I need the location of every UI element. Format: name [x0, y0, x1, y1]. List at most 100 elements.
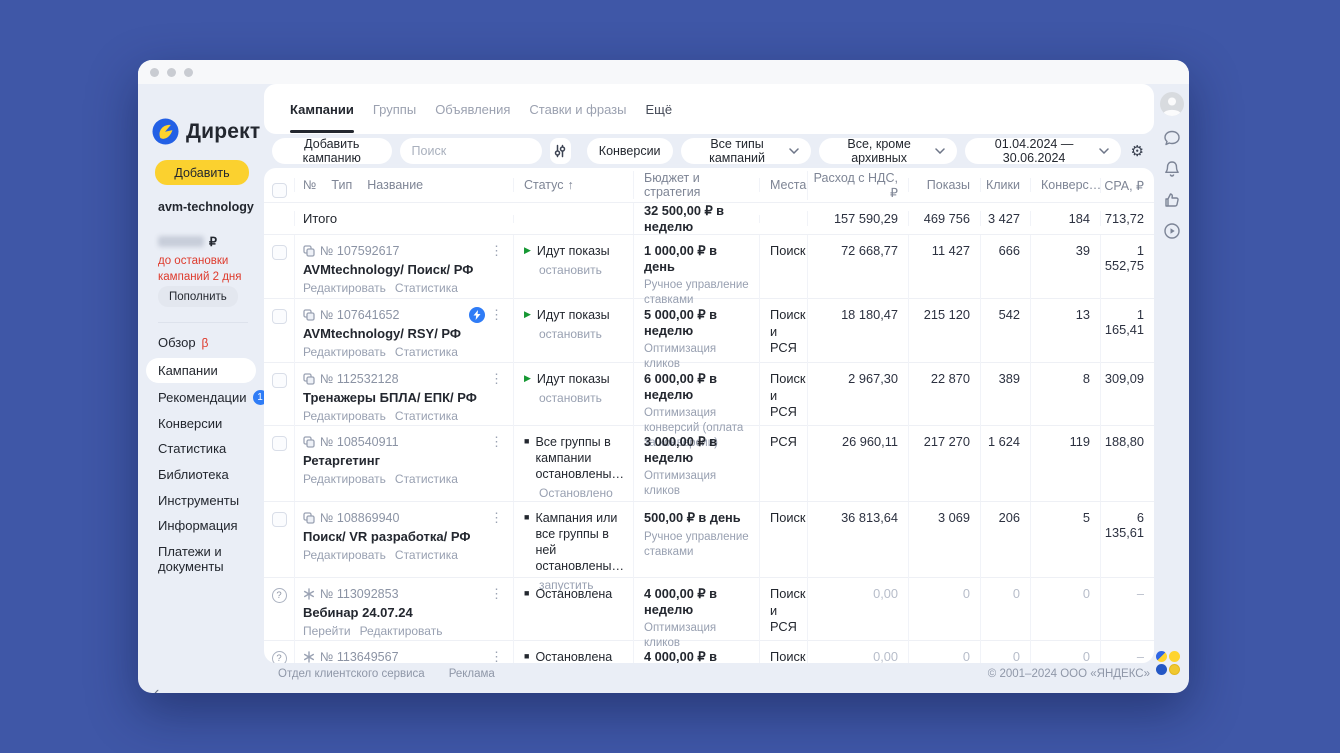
- column-num[interactable]: №: [303, 178, 317, 192]
- budget-amount: 5 000,00 ₽ в неделю: [644, 307, 717, 338]
- status-text: Идут показы: [536, 372, 610, 386]
- column-cost[interactable]: Расход с НДС, ₽: [807, 170, 908, 200]
- minimize-window-icon[interactable]: [167, 68, 176, 77]
- search-input[interactable]: [399, 138, 542, 164]
- row-checkbox[interactable]: [271, 245, 287, 260]
- add-button[interactable]: Добавить: [155, 160, 249, 185]
- chat-icon[interactable]: [1163, 129, 1181, 147]
- add-campaign-button[interactable]: Добавить кампанию: [272, 137, 392, 165]
- sidebar-item-overview[interactable]: Обзор β: [138, 330, 264, 356]
- balance-warning: до остановки кампаний 2 дня: [158, 255, 242, 283]
- topup-button[interactable]: Пополнить: [158, 286, 238, 307]
- campaign-name[interactable]: Ретаргетинг: [303, 453, 381, 468]
- sidebar-item-conversions[interactable]: Конверсии: [138, 411, 264, 437]
- sidebar-item-statistics[interactable]: Статистика: [138, 436, 264, 462]
- avatar[interactable]: [1159, 92, 1184, 116]
- recommendation-lightning-icon[interactable]: [469, 307, 485, 323]
- campaign-name[interactable]: Тренажеры БПЛА/ ЕПК/ РФ: [303, 390, 477, 405]
- help-question-icon[interactable]: ?: [271, 588, 287, 603]
- stop-campaign-link[interactable]: остановить: [539, 391, 602, 405]
- kebab-menu-icon[interactable]: ⋮: [490, 307, 503, 322]
- sidebar-item-tools[interactable]: Инструменты: [138, 488, 264, 514]
- kebab-menu-icon[interactable]: ⋮: [490, 649, 503, 663]
- chevron-down-icon: [934, 148, 945, 154]
- brand-logo[interactable]: Директ: [152, 118, 260, 145]
- video-play-icon[interactable]: [1163, 222, 1181, 240]
- row-checkbox[interactable]: [271, 512, 287, 527]
- column-status[interactable]: Статус: [524, 178, 564, 192]
- widget-circle-icon: [1169, 664, 1180, 675]
- row-checkbox[interactable]: [271, 373, 287, 388]
- column-name[interactable]: Название: [367, 178, 424, 192]
- kebab-menu-icon[interactable]: ⋮: [490, 371, 503, 386]
- tab-groups[interactable]: Группы: [372, 101, 417, 117]
- status-text: Идут показы: [536, 244, 610, 258]
- sidebar-item-information[interactable]: Информация: [138, 513, 264, 539]
- sidebar-item-library[interactable]: Библиотека: [138, 462, 264, 488]
- stop-campaign-link[interactable]: остановить: [539, 263, 602, 277]
- column-type[interactable]: Тип: [331, 178, 353, 192]
- date-range-picker[interactable]: 01.04.2024 — 30.06.2024: [964, 137, 1121, 165]
- statistics-link[interactable]: Статистика: [394, 409, 458, 423]
- table-settings-gear-icon[interactable]: ⚙: [1130, 143, 1144, 160]
- sidebar-item-recommendations[interactable]: Рекомендации 1: [138, 385, 268, 411]
- column-cpa[interactable]: CPA, ₽: [1100, 177, 1154, 193]
- column-budget[interactable]: Бюджет и стратегия: [633, 171, 759, 199]
- campaign-type-filter[interactable]: Все типы кампаний: [680, 137, 811, 165]
- sidebar-divider: [158, 322, 248, 323]
- edit-link[interactable]: Редактировать: [303, 281, 386, 295]
- column-conversions[interactable]: Конверс…: [1030, 178, 1101, 192]
- client-service-link[interactable]: Отдел клиентского сервиса: [278, 668, 425, 680]
- kebab-menu-icon[interactable]: ⋮: [490, 586, 503, 601]
- stop-campaign-link[interactable]: остановить: [539, 327, 602, 341]
- close-window-icon[interactable]: [150, 68, 159, 77]
- help-question-icon[interactable]: ?: [271, 651, 287, 663]
- kebab-menu-icon[interactable]: ⋮: [490, 243, 503, 258]
- sidebar-item-campaigns[interactable]: Кампании: [146, 357, 256, 384]
- collapse-sidebar-icon[interactable]: ‹: [154, 684, 160, 693]
- campaigns-table: № Тип Название Статус ↑ Бюджет и стратег…: [264, 168, 1154, 663]
- column-shows[interactable]: Показы: [908, 178, 980, 192]
- sidebar-item-payments[interactable]: Платежи и документы: [138, 539, 264, 580]
- select-all-checkbox[interactable]: [271, 182, 287, 198]
- kebab-menu-icon[interactable]: ⋮: [490, 434, 503, 449]
- column-clicks[interactable]: Клики: [980, 178, 1030, 192]
- go-to-link[interactable]: Перейти: [303, 624, 351, 638]
- edit-link[interactable]: Редактировать: [303, 409, 386, 423]
- conversions-filter-button[interactable]: Конверсии: [586, 138, 673, 164]
- notifications-bell-icon[interactable]: [1163, 160, 1181, 178]
- table-row: № 107592617 ⋮ AVMtechnology/ Поиск/ РФ Р…: [264, 234, 1154, 308]
- tab-bids-phrases[interactable]: Ставки и фразы: [529, 101, 627, 117]
- campaign-id: № 108869940: [320, 511, 400, 525]
- statistics-link[interactable]: Статистика: [394, 345, 458, 359]
- campaign-status-filter[interactable]: Все, кроме архивных: [818, 137, 957, 165]
- campaign-name[interactable]: Поиск/ VR разработка/ РФ: [303, 529, 471, 544]
- row-checkbox[interactable]: [271, 436, 287, 451]
- column-places[interactable]: Места: [759, 178, 807, 192]
- statistics-link[interactable]: Статистика: [394, 548, 458, 562]
- budget-amount: 4 000,00 ₽ в неделю: [644, 649, 717, 663]
- edit-link[interactable]: Редактировать: [359, 624, 443, 638]
- statistics-link[interactable]: Статистика: [394, 472, 458, 486]
- campaign-name[interactable]: AVMtechnology/ Поиск/ РФ: [303, 262, 474, 277]
- advertising-link[interactable]: Реклама: [448, 668, 495, 680]
- widget-circle-icon: [1156, 664, 1167, 675]
- campaign-name[interactable]: Вебинар 24.07.24: [303, 605, 413, 620]
- edit-link[interactable]: Редактировать: [303, 472, 386, 486]
- tab-ads[interactable]: Объявления: [435, 101, 511, 117]
- thumbs-up-icon[interactable]: [1163, 191, 1181, 209]
- tab-more[interactable]: Ещё: [645, 101, 673, 117]
- filters-button[interactable]: [549, 138, 571, 164]
- maximize-window-icon[interactable]: [184, 68, 193, 77]
- edit-link[interactable]: Редактировать: [303, 345, 386, 359]
- tab-campaigns[interactable]: Кампании: [290, 101, 354, 133]
- conversions-cell: 8: [1030, 363, 1100, 451]
- start-campaign-link[interactable]: запустить: [539, 578, 594, 592]
- kebab-menu-icon[interactable]: ⋮: [490, 510, 503, 525]
- sort-ascending-icon[interactable]: ↑: [567, 178, 574, 192]
- edit-link[interactable]: Редактировать: [303, 548, 386, 562]
- statistics-link[interactable]: Статистика: [394, 281, 458, 295]
- support-chat-widget[interactable]: [1156, 651, 1180, 675]
- row-checkbox[interactable]: [271, 309, 287, 324]
- campaign-name[interactable]: AVMtechnology/ RSY/ РФ: [303, 326, 462, 341]
